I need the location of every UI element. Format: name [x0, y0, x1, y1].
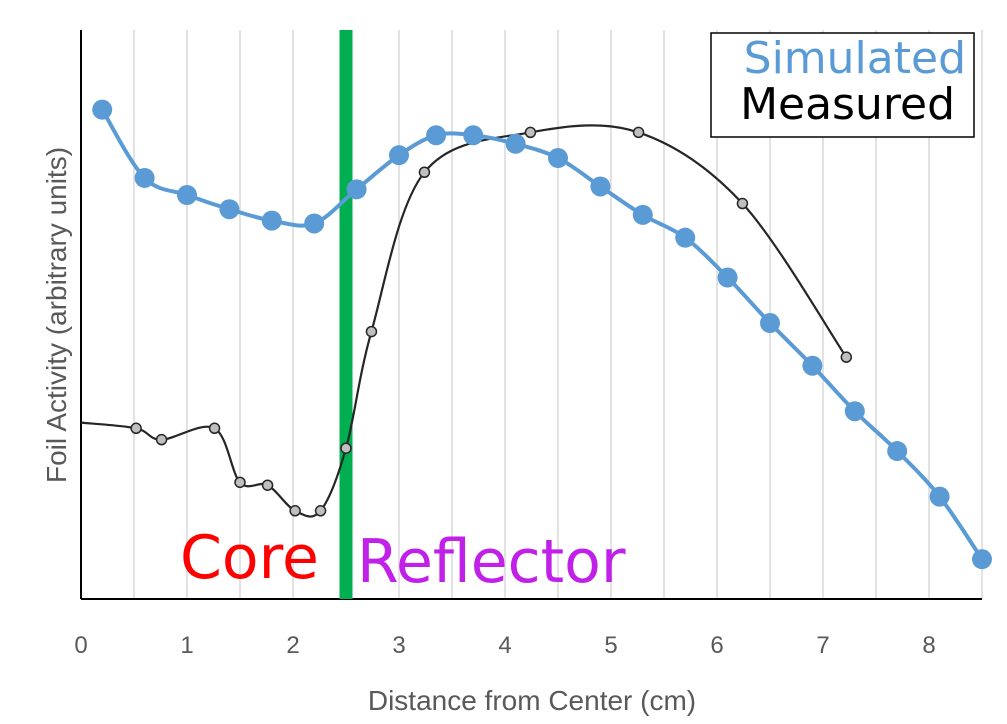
x-tick-label: 2 [286, 632, 299, 659]
simulated-point [802, 355, 823, 376]
measured-point [289, 505, 301, 517]
simulated-point [505, 133, 526, 154]
legend-entry-measured: Measured [740, 79, 955, 130]
measured-point [736, 197, 749, 210]
measured-point [234, 476, 246, 489]
x-tick-label: 5 [604, 632, 617, 659]
x-tick-label: 4 [498, 632, 511, 659]
measured-point [632, 126, 645, 139]
x-axis-label: Distance from Center (cm) [368, 685, 696, 716]
measured-point [840, 351, 853, 363]
core-region-label: Core [180, 523, 319, 593]
measured-point [524, 126, 537, 139]
simulated-point [463, 125, 484, 146]
simulated-series [92, 99, 992, 570]
simulated-point [887, 441, 908, 462]
measured-point [365, 325, 378, 338]
simulated-point [675, 227, 696, 248]
measured-point [208, 422, 221, 435]
measured-point [155, 433, 168, 446]
simulated-point [844, 401, 865, 422]
simulated-point [590, 176, 611, 197]
y-axis-label: Foil Activity (arbitrary units) [41, 147, 72, 483]
simulated-point [929, 486, 950, 507]
simulated-point [177, 185, 197, 206]
simulated-point [760, 313, 780, 334]
simulated-point [261, 210, 282, 231]
x-tick-label: 3 [392, 632, 405, 659]
x-tick-label: 7 [816, 632, 829, 659]
simulated-point [548, 148, 568, 169]
simulated-point [426, 125, 447, 146]
simulated-point [972, 549, 992, 570]
simulated-point [219, 199, 240, 220]
legend: Simulated Measured [710, 32, 975, 138]
measured-point [261, 479, 274, 491]
x-tick-label: 6 [710, 632, 723, 659]
measured-series [80, 124, 853, 518]
measured-point [130, 422, 142, 435]
simulated-point [389, 145, 409, 166]
legend-box [710, 32, 975, 138]
simulated-point [92, 99, 113, 120]
measured-point [340, 442, 352, 454]
measured-line [80, 124, 848, 518]
simulated-point [134, 167, 155, 188]
measured-point [314, 505, 327, 517]
simulated-line [100, 108, 984, 561]
simulated-point [632, 204, 653, 225]
simulated-point [304, 213, 325, 234]
simulated-point [717, 267, 738, 288]
x-tick-label: 0 [74, 632, 87, 659]
x-tick-labels: 0 1 2 3 4 5 6 7 8 [74, 632, 935, 659]
x-tick-label: 8 [922, 632, 935, 659]
legend-entry-simulated: Simulated [744, 33, 966, 84]
x-tick-label: 1 [180, 632, 193, 659]
simulated-point [346, 179, 367, 200]
reflector-region-label: Reflector [357, 527, 626, 597]
measured-point [418, 166, 431, 178]
